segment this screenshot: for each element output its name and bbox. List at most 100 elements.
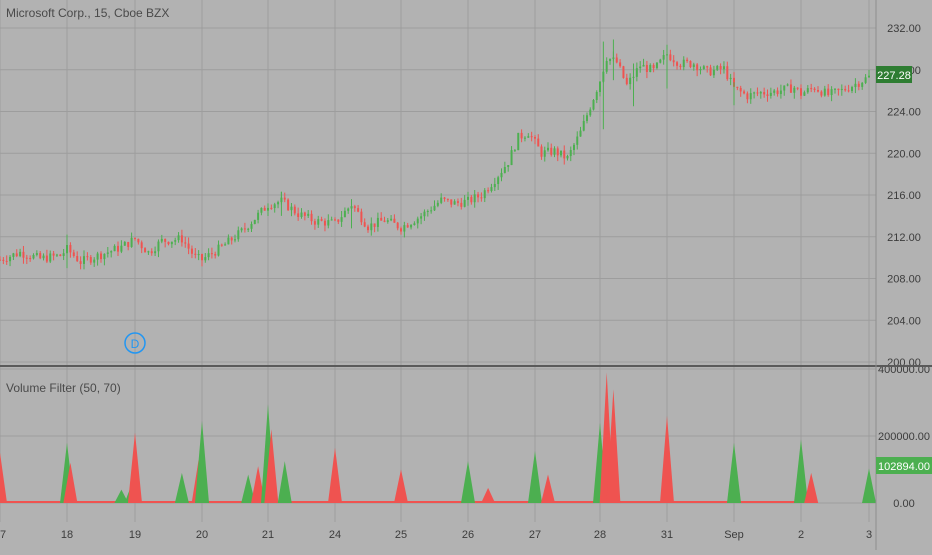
candle-body [376, 217, 379, 227]
candle-body [201, 254, 203, 261]
candle-body [237, 230, 240, 240]
volume-spike [541, 474, 555, 503]
x-tick-label: 18 [61, 529, 73, 541]
candle-body [184, 242, 187, 244]
candle-body [470, 196, 473, 203]
candle-body [224, 244, 227, 246]
candle-body [207, 253, 210, 258]
candle-body [619, 62, 622, 67]
candle-body [154, 251, 157, 254]
candle-body [19, 251, 22, 257]
candle-body [851, 87, 853, 92]
candle-body [62, 253, 65, 257]
candle-body [729, 77, 732, 80]
volume-spike [461, 461, 475, 503]
candle-body [487, 190, 490, 192]
candle-body [96, 253, 99, 260]
candle-body [370, 223, 373, 231]
candle-body [383, 220, 386, 222]
candle-body [669, 54, 672, 61]
candle-body [759, 92, 762, 94]
x-tick-label: 20 [196, 529, 208, 541]
candle-body [655, 62, 658, 69]
candle-body [864, 77, 867, 83]
candle-body [719, 66, 722, 70]
candle-body [716, 66, 719, 70]
candle-body [340, 217, 343, 222]
candle-body [406, 225, 409, 228]
candle-body [190, 248, 193, 254]
candle-body [553, 148, 556, 155]
candle-body [776, 90, 779, 95]
candle-body [490, 187, 493, 192]
candle-body [420, 216, 423, 219]
candle-body [642, 64, 645, 67]
candle-body [453, 201, 456, 205]
candle-body [800, 88, 802, 96]
candle-body [210, 253, 213, 255]
candle-body [134, 237, 136, 239]
candle-body [303, 212, 306, 216]
candle-body [9, 256, 12, 262]
candle-body [625, 77, 628, 85]
candle-body [32, 254, 35, 259]
dividend-marker[interactable]: D [124, 332, 146, 354]
candle-body [692, 64, 695, 68]
candle-body [510, 150, 513, 166]
volume-spike [727, 442, 741, 503]
candle-body [12, 253, 15, 257]
candle-body [854, 83, 857, 88]
candle-body [550, 147, 553, 155]
candle-body [393, 218, 396, 223]
candle-body [167, 241, 170, 245]
candle-body [72, 252, 75, 257]
candle-body [803, 92, 806, 96]
last-price-badge: 227.28 [876, 66, 912, 83]
candle-body [45, 255, 48, 262]
x-tick-label: 3 [866, 529, 872, 541]
candle-body [652, 64, 655, 69]
candle-body [197, 254, 200, 256]
candle-body [22, 251, 25, 258]
x-tick-label: 17 [0, 529, 6, 541]
candle-body [100, 253, 102, 260]
x-tick-label: 2 [798, 529, 804, 541]
candle-body [592, 100, 595, 110]
volume-spike [328, 447, 342, 503]
candle-body [177, 235, 180, 241]
price-tick-label: 216.00 [887, 190, 921, 202]
volume-spike [114, 489, 129, 503]
price-candles[interactable] [0, 39, 870, 270]
candle-body [386, 220, 389, 222]
candle-body [194, 253, 197, 255]
candle-body [123, 241, 126, 246]
candle-body [736, 86, 739, 88]
candle-body [566, 156, 569, 159]
volume-spike [528, 451, 542, 503]
candle-body [563, 150, 566, 159]
candle-body [527, 136, 530, 138]
candle-body [160, 238, 163, 242]
candle-body [396, 222, 399, 229]
candle-body [473, 194, 476, 203]
candle-body [353, 206, 356, 209]
candle-body [629, 77, 632, 85]
candle-body [686, 59, 689, 62]
candle-body [823, 88, 826, 96]
candle-body [699, 69, 702, 71]
volume-filter-area[interactable] [0, 372, 876, 503]
x-tick-label: 28 [594, 529, 606, 541]
indicator-title[interactable]: Volume Filter (50, 70) [6, 381, 121, 395]
candle-body [144, 248, 147, 253]
candle-body [29, 258, 32, 260]
volume-spike [794, 439, 808, 503]
candle-body [806, 88, 809, 93]
candle-body [659, 59, 662, 63]
candle-body [786, 84, 789, 86]
candle-body [390, 218, 393, 221]
candle-body [696, 64, 699, 71]
candle-body [483, 190, 486, 199]
candle-body [55, 254, 58, 256]
